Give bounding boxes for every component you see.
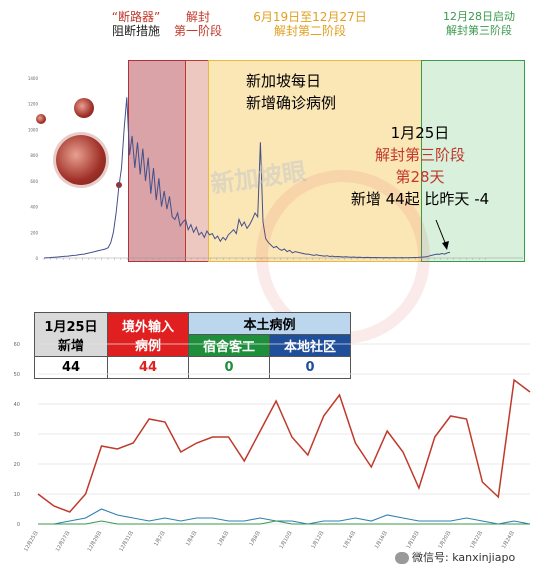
summary-imported-line1: 境外输入 [121,319,174,335]
bottom-x-tick-label: 1月10日 [279,530,294,550]
summary-imported-header: 境外输入 病例 [107,312,189,357]
summary-total-value: 44 [34,356,108,379]
virus-image-small [36,114,46,124]
wechat-footer: 微信号: kanxinjiapo [392,548,519,566]
phase-two-label-line1: 6月19日至12月27日 [253,10,367,24]
note-date: 1月25日 [390,124,450,142]
phase-breaker-region [128,60,187,262]
bottom-x-tick-label: 1月4日 [185,530,198,547]
bottom-x-tick-label: 1月16日 [374,530,389,550]
bottom-x-tick-label: 12月31日 [118,530,135,553]
phase-three-label: 12月28日启动 解封第三阶段 [434,10,524,38]
top-chart-title-line1: 新加坡每日 [246,72,322,90]
bottom-gridlines [38,343,530,525]
top-y-tick-label: 1000 [28,127,39,132]
bottom-series-line-0 [37,378,531,513]
bottom-x-tick-label: 12月27日 [55,530,72,553]
virus-image-large [56,135,106,185]
bottom-y-tick-label: 50 [14,372,20,378]
note-count: 新增 44起 比昨天 -4 [350,190,490,208]
top-chart-title-line2: 新增确诊病例 [246,94,337,112]
phase-one-label-line2: 第一阶段 [173,24,222,38]
bottom-y-tick-label: 30 [14,432,20,438]
phase-three-label-line2: 解封第三阶段 [446,24,512,37]
phase-two-label-line2: 解封第二阶段 [273,24,346,38]
top-y-tick-label: 1400 [28,76,39,81]
summary-table: 1月25日 新增 境外输入 病例 本土病例 宿舍客工 本地社区 44 44 0 … [34,312,351,379]
note-phase: 解封第三阶段 [374,146,465,164]
day-note: 1月25日 解封第三阶段 第28天 新增 44起 比昨天 -4 [320,122,520,210]
summary-community-header: 本地社区 [269,334,351,357]
summary-imported-value: 44 [107,356,189,379]
bottom-x-tick-label: 12月25日 [23,530,40,553]
bottom-x-tick-label: 1月18日 [406,530,421,550]
note-arrow [435,219,447,246]
top-y-tick-label: 1200 [28,102,39,107]
phase-breaker-label: “断路器” 阻断措施 [96,10,176,38]
phase-two-label: 6月19日至12月27日 解封第二阶段 [245,10,375,38]
phase-breaker-label-line1: “断路器” [111,10,161,24]
summary-date-line1: 1月25日 [44,319,98,335]
bottom-x-tick-label: 1月2日 [153,530,166,547]
summary-date-line2: 新增 [57,338,84,354]
wechat-icon [395,552,409,564]
summary-dorm-value: 0 [188,356,270,379]
phase-three-label-line1: 12月28日启动 [443,10,515,23]
bottom-x-tick-label: 1月22日 [469,530,484,550]
bottom-y-tick-label: 60 [14,342,20,348]
phase-three-region [421,60,525,262]
bottom-series-lines [37,378,531,525]
bottom-x-tick-label: 12月29日 [87,530,104,553]
bottom-x-tick-label: 1月6日 [217,530,230,547]
virus-image-medium [74,98,94,118]
summary-imported-line2: 病例 [134,338,161,354]
bottom-y-tick-label: 20 [14,462,20,468]
wechat-text: 微信号: kanxinjiapo [412,551,516,564]
top-y-tick-label: 0 [35,256,38,261]
note-day: 第28天 [395,168,445,186]
bottom-series-line-1 [38,508,531,525]
bottom-y-tick-label: 0 [17,522,20,528]
top-chart-title: 新加坡每日 新增确诊病例 [246,70,336,114]
bottom-y-axis: 0 10 20 30 40 50 60 [14,342,20,528]
top-y-tick-label: 200 [30,230,38,235]
top-y-tick-label: 600 [30,179,38,184]
bottom-x-tick-label: 1月20日 [437,530,452,550]
phase-breaker-label-line2: 阻断措施 [111,24,160,38]
phase-one-label-line1: 解封 [185,10,210,24]
bottom-y-tick-label: 40 [14,402,20,408]
bottom-x-tick-label: 1月14日 [342,530,357,550]
top-y-tick-label: 800 [30,153,38,158]
bottom-x-tick-label: 1月8日 [249,530,262,547]
bottom-x-tick-label: 1月12日 [310,530,325,550]
bottom-y-tick-label: 10 [14,492,20,498]
bottom-x-tick-label: 1月24日 [501,530,516,550]
top-y-tick-label: 400 [30,205,38,210]
bottom-series-line-2 [38,520,530,525]
bottom-chart-svg: 0 10 20 30 40 50 60 12月25日 12月27日 12月29日 12月31日 1月… [14,342,531,553]
note-arrow-head [442,241,449,250]
phase-one-label: 解封 第一阶段 [168,10,228,38]
summary-community-value: 0 [269,356,351,379]
top-chart: “断路器” 阻断措施 解封 第一阶段 6月19日至12月27日 解封第二阶段 1… [28,10,525,344]
